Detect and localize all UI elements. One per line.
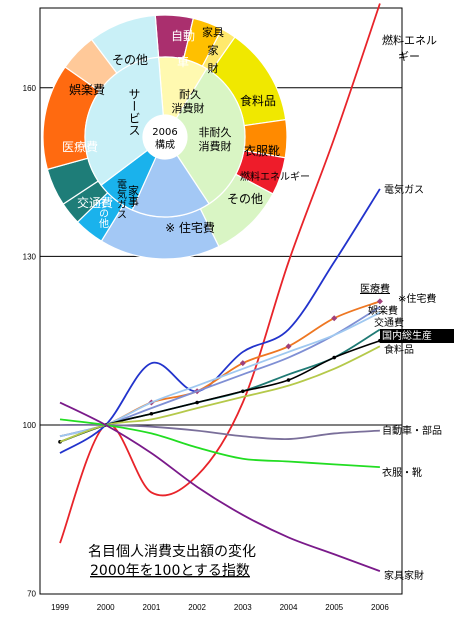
series-label: ※住宅費: [398, 292, 436, 305]
series-label-cont: ギー: [398, 50, 420, 63]
pie-label: 衣服靴: [244, 143, 280, 158]
series-point: [149, 411, 154, 416]
pie-inner-slice: [84, 56, 164, 186]
grid: 70 100 130 160 1999 2000 2001 2002 2003 2004 2005 2…: [23, 7, 403, 612]
series-point: [195, 400, 199, 405]
pie-label: 食料品: [240, 93, 276, 108]
pie-label: ※ 住宅費: [165, 220, 215, 235]
pie-label: 医療費: [62, 139, 98, 154]
pie-label: 車: [177, 55, 189, 69]
chart-title: 名目個人消費支出額の変化: [88, 543, 256, 560]
pie-label: 非耐久: [199, 126, 232, 139]
pie-label: その他: [227, 192, 263, 206]
series-label: 燃料エネル: [382, 33, 437, 47]
pie-label: 家: [208, 43, 219, 57]
y-tick-label: 70: [27, 590, 36, 599]
series-point: [285, 343, 292, 350]
series-label: 交通費: [374, 316, 404, 329]
pie-label: 財: [208, 61, 219, 75]
series-line: [59, 401, 381, 572]
series-point: [241, 389, 245, 394]
y-tick-label: 100: [23, 421, 37, 430]
pie-label: 消費財: [199, 139, 232, 153]
pie-label: 娯楽費: [69, 82, 105, 97]
series-point: [331, 315, 338, 322]
x-tick-label: 2002: [188, 603, 206, 612]
series-point: [286, 378, 291, 382]
series-point: [239, 360, 246, 367]
pie-label: 自動: [171, 29, 195, 43]
x-tick-label: 2004: [280, 603, 298, 612]
x-tick-label: 2000: [97, 603, 115, 612]
x-tick-label: 2001: [143, 603, 161, 612]
series-label-box: [380, 329, 454, 343]
x-tick-label: 2006: [371, 603, 389, 612]
pie-center-label: 2006: [152, 127, 177, 138]
pie-label: 家事: [127, 184, 140, 207]
pie-label: 電気ガス: [115, 179, 127, 219]
series-line: [59, 418, 380, 469]
series-label: 衣服・靴: [382, 466, 422, 479]
series-label: 医療費: [360, 282, 390, 295]
pie-label: 消費財: [172, 101, 205, 115]
x-tick-label: 1999: [51, 603, 69, 612]
series-label: 電気ガス: [384, 183, 424, 196]
series-line: [59, 306, 381, 438]
series-label: 娯楽費: [368, 304, 398, 317]
pie-label: 耐久: [179, 88, 201, 101]
y-tick-label: 160: [23, 84, 37, 93]
pie-label: 交通費: [77, 195, 113, 210]
series-line: [59, 188, 381, 454]
plot-frame: [39, 7, 403, 595]
pie-center: [143, 115, 187, 159]
pie-label: 家具: [202, 25, 224, 39]
series-line: [59, 345, 381, 443]
series-point: [376, 298, 383, 305]
series-label: 自動車・部品: [382, 424, 442, 437]
series-label: 国内総生産: [382, 329, 432, 342]
series-label: 食料品: [384, 343, 414, 356]
y-tick-label: 130: [23, 252, 37, 261]
pie-center-label: 構成: [155, 138, 175, 151]
pie-label: 燃料エネルギー: [240, 170, 310, 183]
series-point: [332, 355, 337, 360]
series-label: 家具家財: [384, 569, 424, 582]
series-lines: [58, 3, 383, 572]
pie-label: その他: [97, 198, 109, 229]
pie-label: サービス: [127, 88, 141, 136]
pie-label: その他: [112, 53, 148, 67]
x-tick-label: 2003: [234, 603, 252, 612]
x-tick-label: 2005: [325, 603, 343, 612]
chart-subtitle: 2000年を100とする指数: [90, 563, 250, 579]
